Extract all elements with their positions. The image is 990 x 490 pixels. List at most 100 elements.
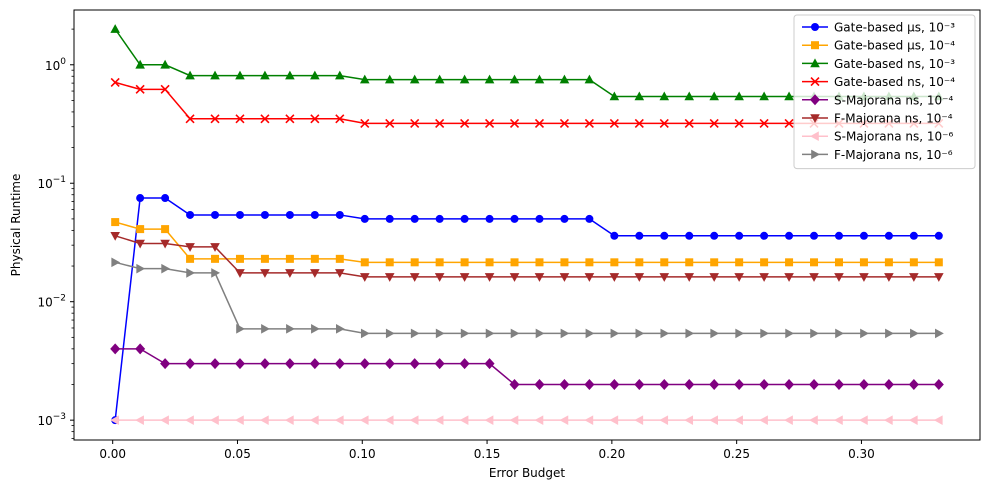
data-point [284,358,295,370]
series-line [114,261,939,335]
data-point [484,358,495,370]
data-point [360,328,370,339]
data-point [760,231,769,240]
data-point [509,378,520,390]
data-point [534,118,545,128]
data-point [110,77,120,87]
legend-item: Gate-based µs, 10⁻⁴ [802,39,955,53]
series-0 [111,194,943,425]
legend-label: F-Majorana ns, 10⁻⁴ [834,112,953,126]
y-axis-title: Physical Runtime [9,174,23,277]
data-point [210,415,219,425]
data-point [709,91,719,101]
data-point [409,415,419,425]
data-point [510,214,519,223]
data-point [111,257,121,268]
data-point [835,328,844,339]
data-point [409,74,420,84]
data-point [609,91,620,101]
data-point [585,214,594,223]
series-6 [110,415,943,425]
data-point [110,415,119,425]
data-point [434,415,444,425]
data-point [634,91,645,101]
x-tick-label: 0.30 [848,447,875,461]
data-point [908,378,919,390]
plot-series [110,24,944,425]
data-point [185,114,195,124]
x-tick-label: 0.20 [599,447,626,461]
data-point [610,258,619,267]
data-point [610,231,619,240]
data-point [834,231,843,240]
data-point [660,328,670,339]
data-point [884,273,894,282]
y-tick-label: 10−2 [37,294,66,310]
x-tick-label: 0.15 [474,447,501,461]
data-point [509,118,520,128]
legend-box [793,14,976,170]
data-point [710,258,719,267]
data-point [285,269,295,278]
data-point [485,328,495,339]
data-point [584,378,595,390]
legend-marker [811,23,819,31]
legend-item: S-Majorana ns, 10⁻⁶ [802,130,953,144]
data-point [509,273,520,282]
data-point [709,415,718,425]
data-point [135,343,146,355]
data-point [510,328,520,339]
legend-marker [810,77,820,87]
data-point [883,378,894,390]
data-point [260,70,270,80]
data-point [734,378,745,390]
data-point [285,210,294,219]
data-point [435,118,445,128]
data-point [185,243,195,252]
data-point [684,273,695,282]
data-point [659,378,670,390]
data-point [559,378,570,390]
data-point [359,273,370,282]
legend-marker [810,114,820,123]
data-point [135,239,145,249]
series-line [115,348,939,386]
data-point [634,378,645,390]
data-point [161,194,170,203]
data-point [735,231,744,240]
data-point [484,415,494,425]
data-point [410,118,420,128]
data-point [310,210,319,219]
data-point [335,210,344,219]
data-point [809,415,818,425]
data-point [434,74,445,84]
data-point [935,328,944,339]
data-point [136,225,145,234]
data-point [833,378,844,390]
data-point [885,328,894,339]
data-point [435,258,444,267]
x-tick-label: 0.05 [224,447,251,461]
data-point [435,328,445,339]
data-point [310,70,320,80]
series-line [114,197,939,421]
data-point [160,358,171,370]
data-point [310,254,319,263]
data-point [609,118,619,128]
data-point [385,214,394,223]
data-point [709,118,719,128]
data-point [335,254,344,263]
data-point [585,258,594,267]
data-point [460,258,469,267]
data-point [709,273,719,282]
data-point [110,231,120,241]
data-point [484,74,495,84]
data-point [460,118,470,128]
data-point [235,70,245,80]
data-point [459,273,470,282]
data-point [759,273,769,282]
data-point [659,91,670,101]
data-point [909,273,919,282]
data-point [685,231,694,240]
data-point [410,258,419,267]
